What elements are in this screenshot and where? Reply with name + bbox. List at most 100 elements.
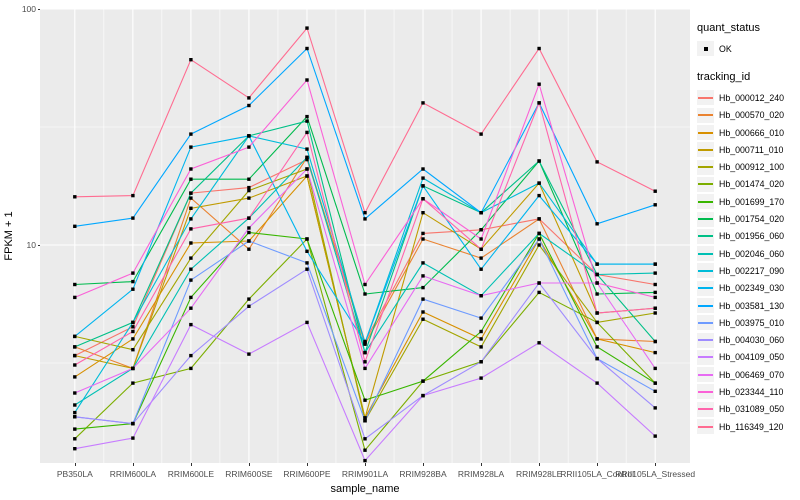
legend-item-label: Hb_031089_050 [719, 404, 785, 415]
data-point [189, 353, 193, 358]
line-swatch [698, 287, 713, 290]
data-point [305, 46, 309, 51]
legend-title-quant-status: quant_status [697, 22, 760, 34]
data-point [479, 316, 483, 320]
line-swatch [698, 408, 713, 411]
y-tick-mark [37, 245, 40, 246]
x-tick-label: RRIM600LA [109, 469, 156, 479]
data-point [363, 292, 367, 296]
data-point [305, 157, 309, 162]
x-tick-label: RRIM600SE [225, 469, 273, 479]
data-point [595, 337, 599, 341]
legend-item-Hb_001474_020: Hb_001474_020 [697, 176, 799, 193]
legend-item-Hb_002349_030: Hb_002349_030 [697, 280, 799, 297]
data-point [479, 329, 483, 334]
x-tick-mark [248, 463, 250, 466]
x-tick-label: RRIM928LE [515, 469, 563, 479]
legend-item-label: Hb_002217_090 [719, 265, 785, 276]
data-point [595, 281, 599, 285]
data-point [305, 261, 309, 265]
data-point [479, 237, 483, 241]
legend-item-label: OK [719, 43, 732, 54]
line-key-icon [697, 194, 714, 210]
data-point [479, 132, 483, 136]
line-swatch [698, 218, 713, 221]
data-point [189, 177, 193, 181]
data-point [479, 345, 483, 349]
data-point [305, 174, 309, 178]
data-point [595, 292, 599, 296]
data-point [537, 237, 541, 241]
x-tick-label: RRIM600LE [167, 469, 215, 479]
line-swatch [698, 235, 713, 238]
data-point [653, 271, 657, 275]
data-point [247, 226, 251, 230]
line-swatch [698, 252, 713, 255]
data-point [653, 350, 657, 355]
line-key-icon [697, 211, 714, 227]
data-point [73, 415, 77, 419]
line-key-icon [697, 401, 714, 417]
line-swatch [698, 425, 713, 428]
line-swatch [698, 390, 713, 393]
data-point [595, 222, 599, 226]
data-point [653, 189, 657, 193]
data-point [189, 366, 193, 371]
legend-item-label: Hb_001474_020 [719, 179, 785, 190]
data-point [247, 188, 251, 193]
x-tick-mark [481, 463, 483, 466]
legend-item-Hb_001699_170: Hb_001699_170 [697, 193, 799, 210]
data-point [653, 262, 657, 266]
data-point [247, 297, 251, 301]
x-tick-mark [306, 463, 308, 466]
legend-item-label: Hb_001956_060 [719, 231, 785, 242]
data-point [305, 130, 309, 135]
data-point [189, 306, 193, 310]
data-point [363, 398, 367, 402]
data-point [595, 272, 599, 277]
data-point [363, 437, 367, 441]
data-point [537, 231, 541, 236]
data-point [595, 311, 599, 315]
data-point [247, 304, 251, 308]
x-tick-mark [132, 463, 134, 466]
data-point [421, 231, 425, 236]
data-point [421, 379, 425, 383]
line-swatch [698, 148, 713, 151]
data-point [131, 366, 135, 371]
data-point [131, 279, 135, 284]
plot-panel [40, 9, 690, 463]
line-swatch [698, 200, 713, 203]
data-point [421, 310, 425, 314]
data-point [131, 421, 135, 426]
line-swatch [698, 304, 713, 307]
data-point [305, 249, 309, 253]
line-swatch [698, 356, 713, 359]
data-point [421, 176, 425, 180]
x-tick-mark [365, 463, 366, 466]
data-point [247, 185, 251, 190]
data-point [363, 419, 367, 423]
data-point [363, 416, 367, 420]
data-point [595, 356, 599, 361]
legend-item-label: Hb_003581_130 [719, 300, 785, 311]
legend-quant-status: quant_status OK [697, 22, 799, 57]
data-point [363, 350, 367, 355]
data-point [73, 334, 77, 339]
legend-item-Hb_000666_010: Hb_000666_010 [697, 124, 799, 141]
data-point [131, 216, 135, 220]
line-key-icon [697, 176, 714, 192]
line-key-icon [697, 349, 714, 365]
legend-item-Hb_000570_020: Hb_000570_020 [697, 107, 799, 124]
data-point [421, 211, 425, 215]
data-point [247, 196, 251, 200]
data-point [131, 348, 135, 352]
data-point [479, 211, 483, 215]
legend-item-label: Hb_023344_110 [719, 386, 784, 397]
data-point [421, 317, 425, 321]
line-swatch [698, 373, 713, 376]
x-tick-label: RRIM928BA [399, 469, 447, 479]
data-point [595, 345, 599, 349]
data-point [131, 325, 135, 329]
data-point [537, 181, 541, 185]
